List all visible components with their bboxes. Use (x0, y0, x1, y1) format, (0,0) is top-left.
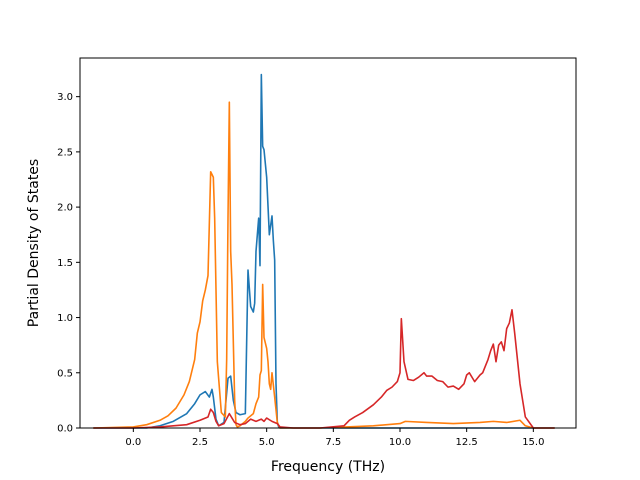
y-tick-label: 1.5 (57, 258, 73, 269)
y-tick-label: 3.0 (57, 92, 73, 103)
y-tick-label: 2.5 (57, 147, 73, 158)
x-tick-label: 2.5 (192, 437, 208, 448)
x-tick-label: 15.0 (522, 437, 544, 448)
y-tick-label: 1.0 (57, 313, 73, 324)
y-tick-label: 0.5 (57, 368, 73, 379)
series-line-2 (93, 101, 555, 429)
plot-frame (79, 57, 577, 429)
x-tick-label: 0.0 (125, 437, 141, 448)
y-axis-label: Partial Density of States (26, 159, 42, 327)
x-tick-label: 10.0 (389, 437, 411, 448)
y-tick-label: 2.0 (57, 203, 73, 214)
x-tick-label: 12.5 (456, 437, 478, 448)
y-tick-label: 0.0 (57, 424, 73, 435)
x-tick-label: 5.0 (259, 437, 275, 448)
x-axis-label: Frequency (THz) (271, 459, 385, 475)
x-tick-label: 7.5 (325, 437, 341, 448)
plot-area (80, 58, 576, 428)
series-line-3 (93, 309, 555, 429)
ticks-layer: 0.0 2.5 5.0 7.5 10.0 12.5 15.0 0.0 0.5 1.0 1.5 2.0 2… (57, 92, 544, 448)
